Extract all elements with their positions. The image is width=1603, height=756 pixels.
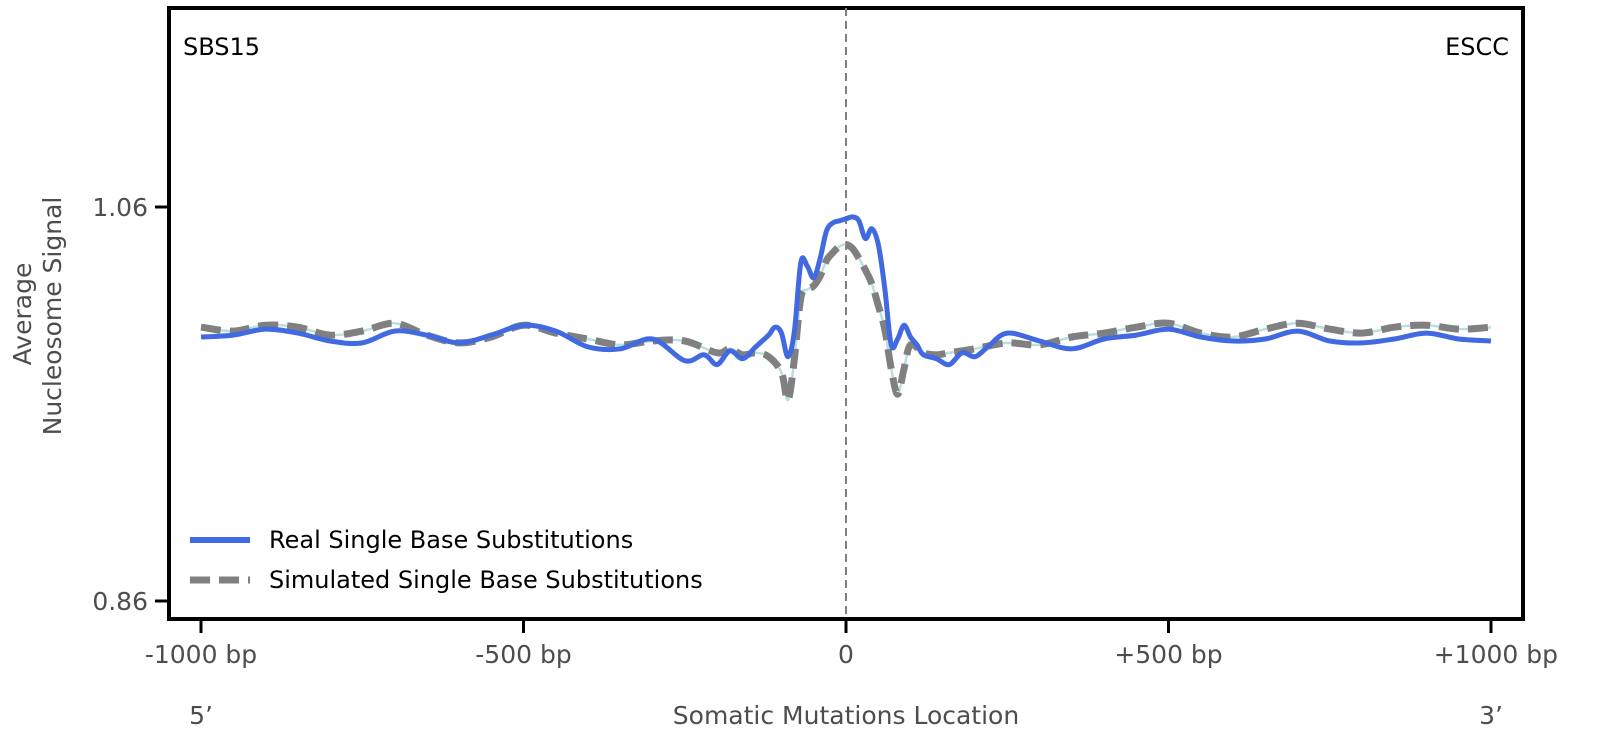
tissue-label: ESCC (1445, 33, 1509, 61)
legend: Real Single Base Substitutions Simulated… (190, 526, 703, 594)
strand-3-prime-label: 3’ (1479, 701, 1503, 730)
y-axis-label-line1: Average (8, 263, 37, 366)
x-tick-label: +500 bp (1114, 640, 1222, 669)
legend-simulated-label: Simulated Single Base Substitutions (269, 566, 703, 594)
signature-label: SBS15 (183, 33, 260, 61)
x-tick-label: -1000 bp (145, 640, 257, 669)
x-tick-label: +1000 bp (1434, 640, 1558, 669)
x-axis-label: Somatic Mutations Location (673, 701, 1019, 730)
x-axis: -1000 bp -500 bp 0 +500 bp +1000 bp (145, 619, 1558, 669)
simulated-series-line (200, 240, 1492, 404)
y-tick-label-0.86: 0.86 (92, 587, 148, 616)
x-tick-label: 0 (838, 640, 854, 669)
x-tick-label: -500 bp (475, 640, 571, 669)
real-series-line (200, 214, 1492, 368)
legend-real-label: Real Single Base Substitutions (269, 526, 633, 554)
y-axis: 1.06 0.86 (92, 193, 169, 616)
y-axis-label-line2: Nucleosome Signal (38, 197, 67, 436)
y-tick-label-1.06: 1.06 (92, 193, 148, 222)
strand-5-prime-label: 5’ (189, 701, 213, 730)
